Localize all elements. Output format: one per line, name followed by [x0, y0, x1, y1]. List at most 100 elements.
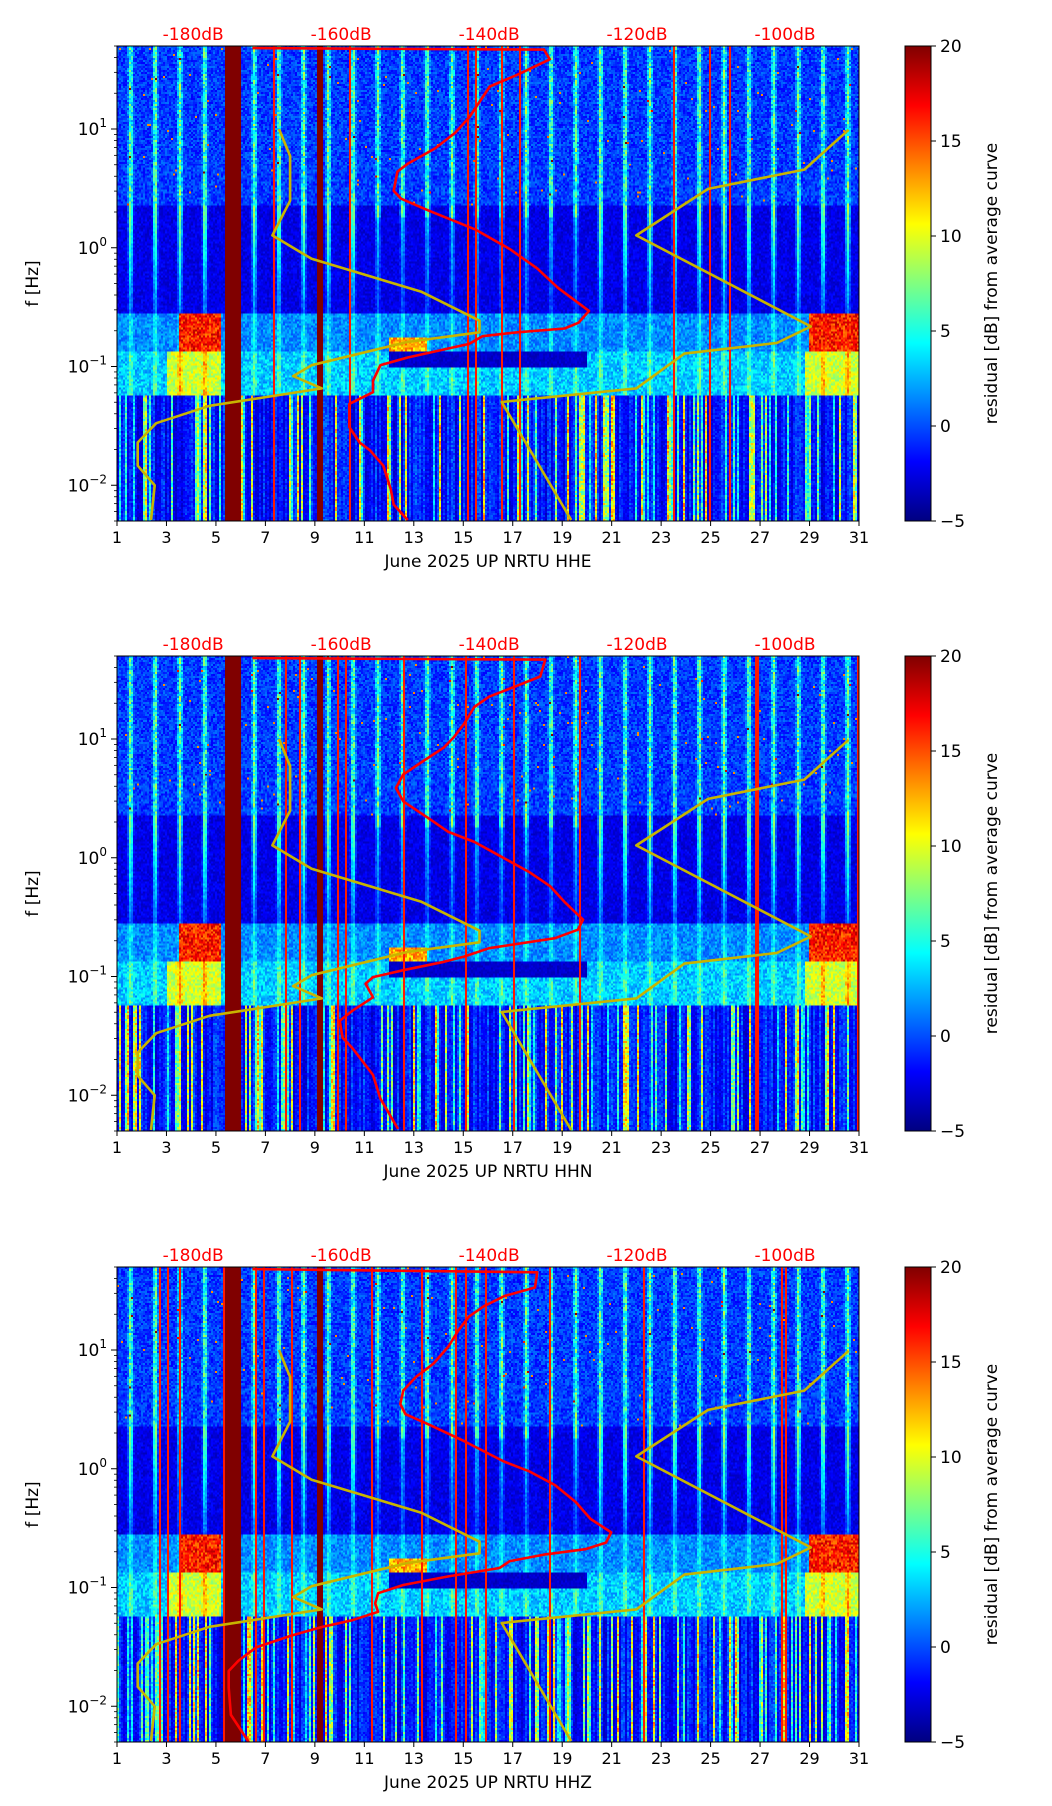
- colorbar: [904, 1266, 932, 1743]
- y-tick-exponent: 1: [99, 726, 107, 740]
- x-tick-label: 27: [750, 1138, 770, 1157]
- x-tick-label: 23: [651, 1749, 671, 1768]
- x-tick-label: 31: [849, 528, 869, 547]
- x-tick-label: 21: [601, 528, 621, 547]
- x-tick-label: 9: [310, 1749, 320, 1768]
- y-tick-label: 10−1: [68, 964, 107, 988]
- colorbar-tick-label: 0: [940, 1027, 951, 1047]
- colorbar-tick-label: 5: [940, 932, 951, 952]
- x-tick-label: 31: [849, 1749, 869, 1768]
- x-tick-label: 25: [700, 1749, 720, 1768]
- x-tick-label: 3: [161, 528, 171, 547]
- top-db-tick-label: -140dB: [459, 635, 520, 655]
- top-db-tick-label: -160dB: [311, 635, 372, 655]
- x-tick-label: 27: [750, 1749, 770, 1768]
- colorbar-tick-label: 15: [940, 132, 962, 152]
- x-tick-label: 21: [601, 1138, 621, 1157]
- y-tick-base: 10: [68, 1697, 90, 1717]
- x-tick-label: 11: [354, 1138, 374, 1157]
- y-tick-exponent: 0: [99, 845, 107, 859]
- colorbar-tick-label: 0: [940, 1638, 951, 1658]
- y-tick-exponent: −2: [89, 472, 107, 486]
- y-tick-label: 100: [78, 235, 107, 259]
- y-tick-base: 10: [68, 1579, 90, 1599]
- top-db-tick-label: -180dB: [163, 1246, 224, 1266]
- x-tick-label: 25: [700, 528, 720, 547]
- x-tick-label: 13: [404, 528, 424, 547]
- x-tick-label: 7: [260, 1138, 270, 1157]
- x-tick-label: 15: [453, 528, 473, 547]
- x-tick-label: 1: [112, 1138, 122, 1157]
- y-axis-label: f [Hz]: [23, 260, 43, 306]
- x-axis-label: June 2025 UP NRTU HHZ: [383, 1773, 592, 1793]
- y-tick-exponent: 1: [99, 1337, 107, 1351]
- x-tick-label: 21: [601, 1749, 621, 1768]
- colorbar-tick-label: 15: [940, 742, 962, 762]
- colorbar-tick-label: −5: [940, 1733, 965, 1753]
- y-tick-base: 10: [78, 120, 100, 140]
- y-tick-exponent: −1: [89, 964, 107, 978]
- top-db-tick-label: -100dB: [754, 25, 815, 45]
- x-tick-label: 11: [354, 1749, 374, 1768]
- top-db-tick-label: -160dB: [311, 1246, 372, 1266]
- y-tick-label: 10−1: [68, 354, 107, 378]
- x-tick-label: 3: [161, 1749, 171, 1768]
- x-tick-label: 9: [310, 528, 320, 547]
- top-db-tick-label: -140dB: [459, 25, 520, 45]
- y-tick-exponent: −2: [89, 1693, 107, 1707]
- y-tick-label: 101: [78, 726, 107, 750]
- x-axis-label: June 2025 UP NRTU HHE: [383, 552, 591, 572]
- y-tick-base: 10: [78, 1460, 100, 1480]
- top-db-tick-label: -120dB: [607, 1246, 668, 1266]
- colorbar-tick-label: 10: [940, 837, 962, 857]
- spectrogram-heatmap: [117, 46, 859, 521]
- x-tick-label: 5: [211, 528, 221, 547]
- x-tick-label: 19: [552, 528, 572, 547]
- colorbar-tick-label: 10: [940, 1448, 962, 1468]
- colorbar-tick-label: 0: [940, 417, 951, 437]
- x-tick-label: 29: [799, 528, 819, 547]
- colorbar-tick-label: 15: [940, 1353, 962, 1373]
- y-tick-base: 10: [68, 1086, 90, 1106]
- x-tick-label: 3: [161, 1138, 171, 1157]
- top-db-tick-label: -100dB: [754, 635, 815, 655]
- top-db-tick-label: -160dB: [311, 25, 372, 45]
- x-tick-label: 7: [260, 528, 270, 547]
- colorbar-label: residual [dB] from average curve: [982, 143, 1002, 424]
- top-db-tick-label: -180dB: [163, 635, 224, 655]
- x-tick-label: 9: [310, 1138, 320, 1157]
- colorbar-tick-label: 20: [940, 37, 962, 57]
- x-tick-label: 17: [503, 528, 523, 547]
- x-tick-label: 7: [260, 1749, 270, 1768]
- y-tick-label: 100: [78, 845, 107, 869]
- y-tick-label: 10−2: [68, 1693, 107, 1717]
- x-tick-label: 13: [404, 1138, 424, 1157]
- x-tick-label: 15: [453, 1138, 473, 1157]
- y-tick-label: 100: [78, 1456, 107, 1480]
- x-tick-label: 29: [799, 1138, 819, 1157]
- x-tick-label: 19: [552, 1749, 572, 1768]
- y-tick-base: 10: [78, 239, 100, 259]
- colorbar-tick-label: 20: [940, 1258, 962, 1278]
- x-tick-label: 25: [700, 1138, 720, 1157]
- x-tick-label: 1: [112, 1749, 122, 1768]
- x-tick-label: 27: [750, 528, 770, 547]
- top-db-tick-label: -120dB: [607, 25, 668, 45]
- y-tick-exponent: −2: [89, 1082, 107, 1096]
- top-db-tick-label: -180dB: [163, 25, 224, 45]
- x-tick-label: 5: [211, 1749, 221, 1768]
- x-tick-label: 15: [453, 1749, 473, 1768]
- top-db-tick-label: -100dB: [754, 1246, 815, 1266]
- x-tick-label: 23: [651, 528, 671, 547]
- top-db-tick-label: -120dB: [607, 635, 668, 655]
- x-tick-label: 23: [651, 1138, 671, 1157]
- colorbar-tick-label: 5: [940, 322, 951, 342]
- y-tick-exponent: −1: [89, 1575, 107, 1589]
- colorbar-tick-label: −5: [940, 1122, 965, 1142]
- colorbar-tick-label: 10: [940, 227, 962, 247]
- top-db-tick-label: -140dB: [459, 1246, 520, 1266]
- y-tick-base: 10: [68, 358, 90, 378]
- colorbar-tick-label: 20: [940, 647, 962, 667]
- y-tick-exponent: 1: [99, 116, 107, 130]
- x-tick-label: 5: [211, 1138, 221, 1157]
